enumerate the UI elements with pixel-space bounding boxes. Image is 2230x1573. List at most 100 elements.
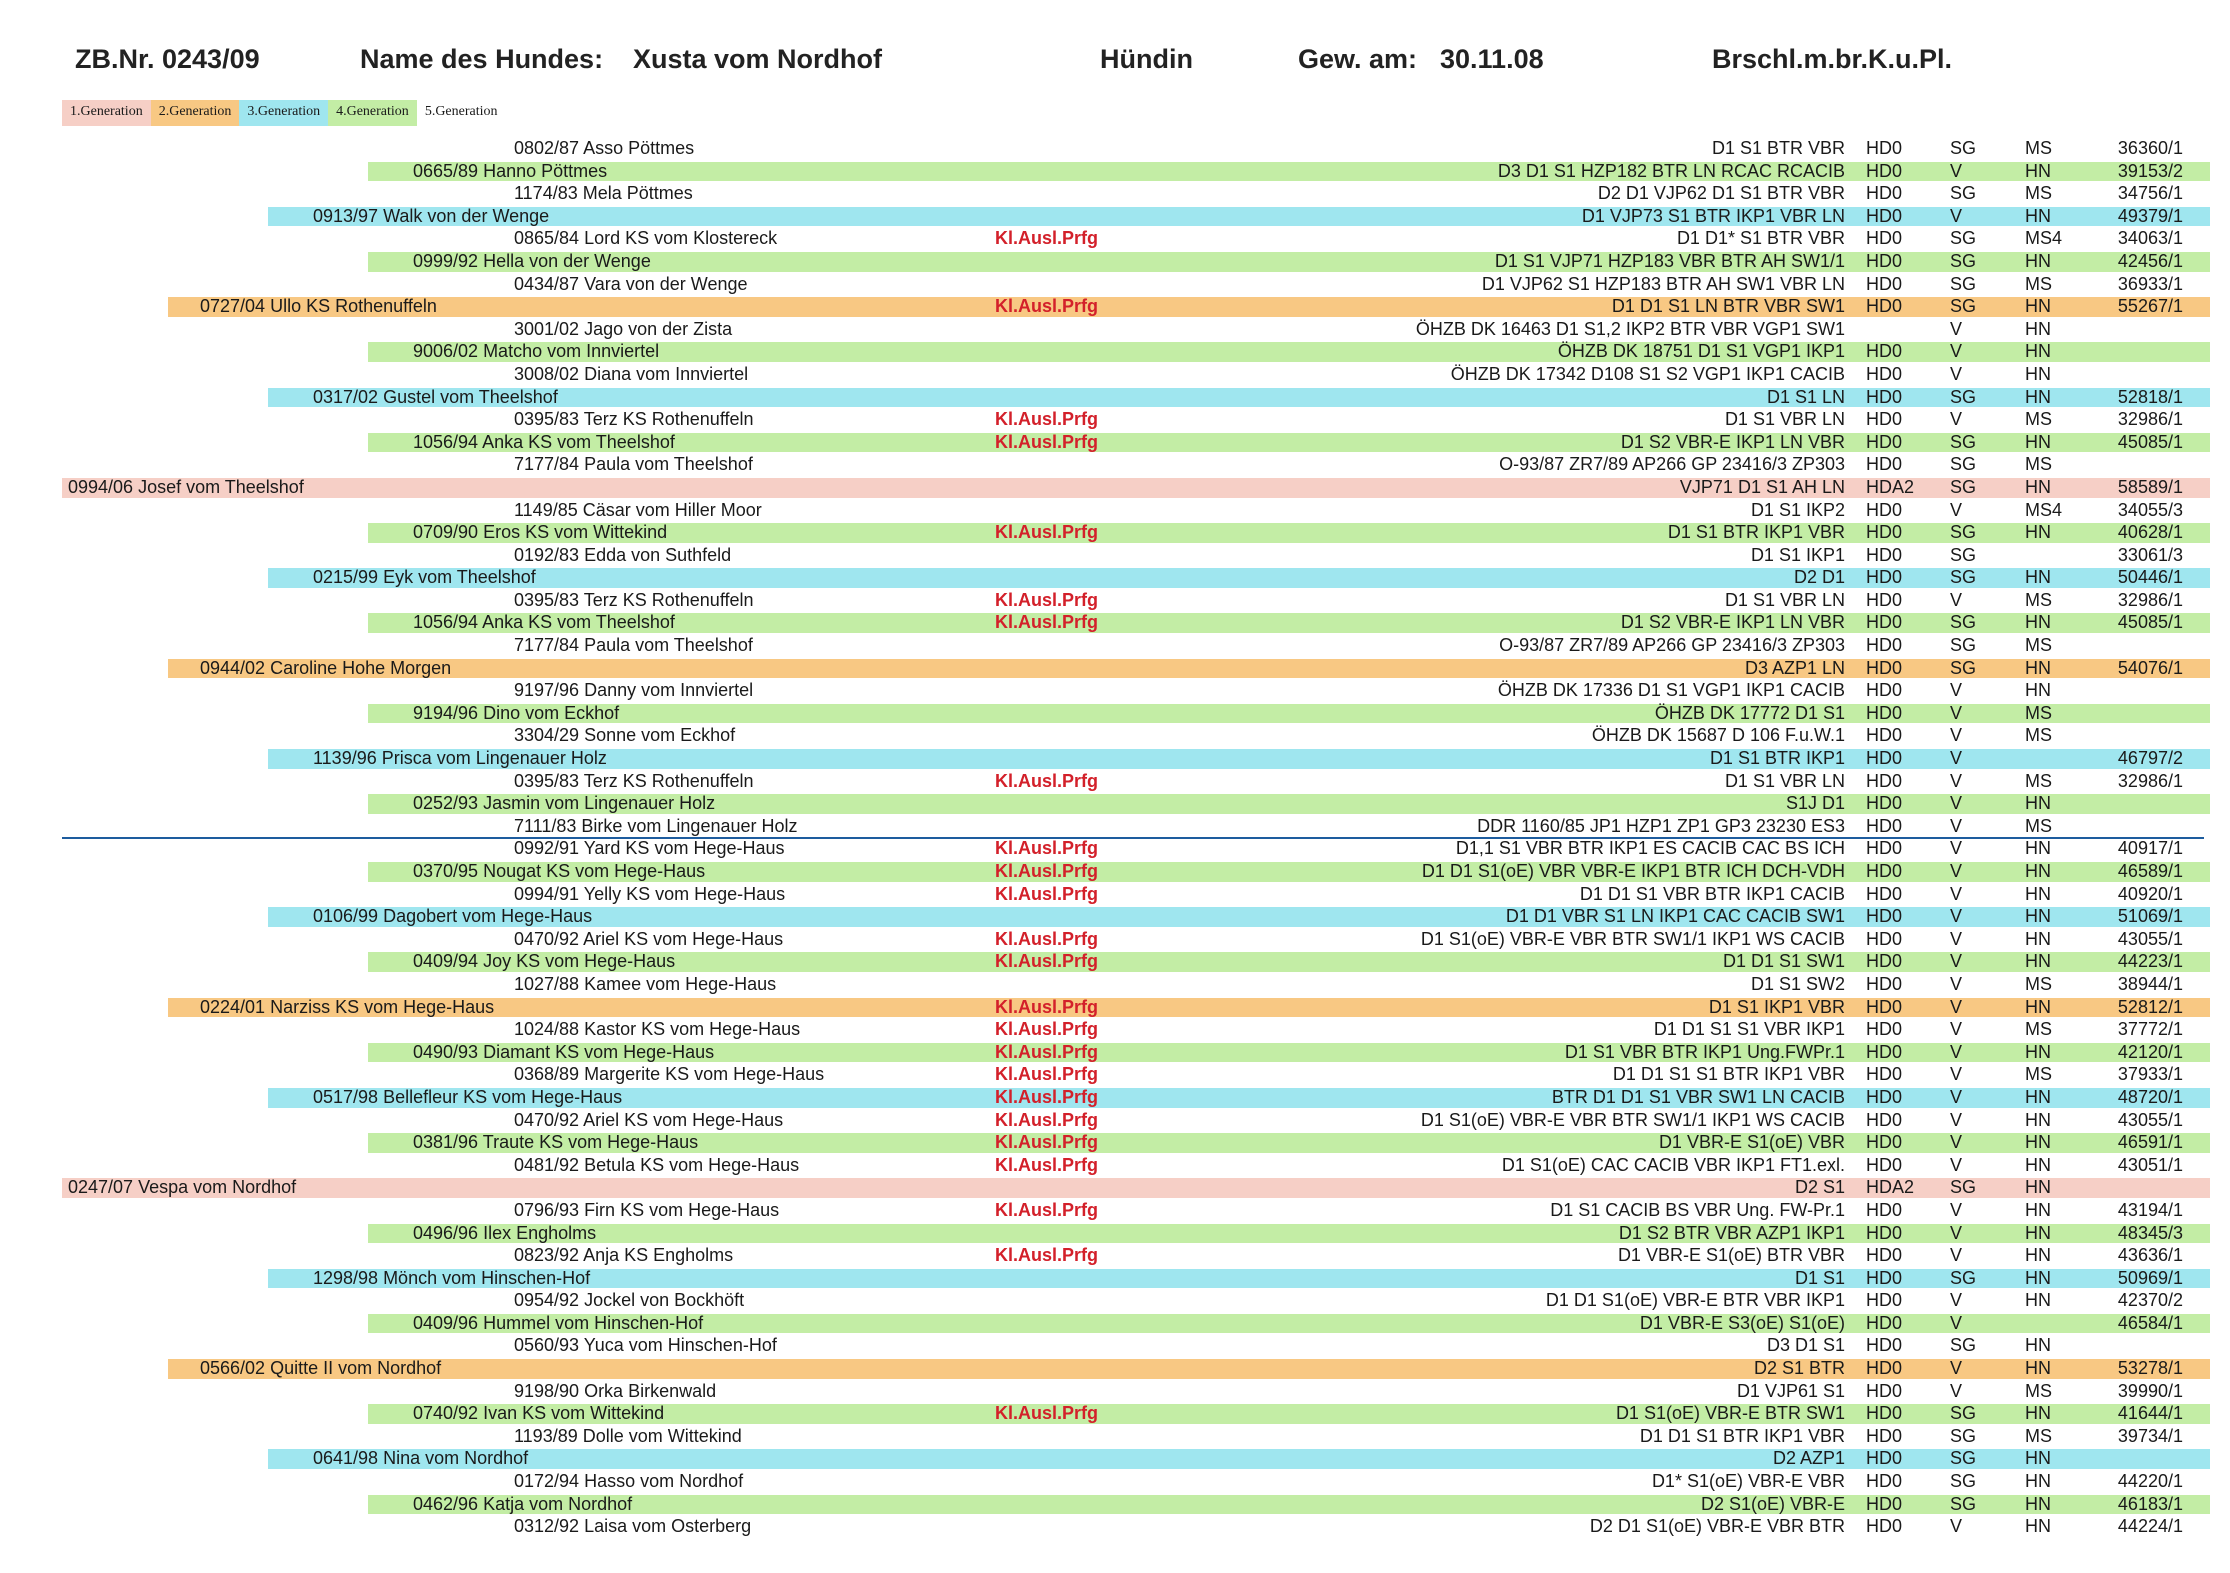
prfg-cell: Kl.Ausl.Prfg [995,861,1099,881]
table-row: 0740/92 Ivan KS vom Wittekind Kl.Ausl.Prf… [0,1402,2230,1425]
titles-cell: ÖHZB DK 16463 D1 S1,2 IKP2 BTR VBR VGP1 … [1415,318,1845,339]
grade-cell: SG [1950,296,1977,317]
table-row: 0224/01 Narziss KS vom Hege-Haus Kl.Ausl.… [0,996,2230,1019]
generation-highlight [368,862,2210,882]
dog-name-label: Name des Hundes: [360,44,604,74]
titles-cell: D1 S1 VBR LN [1724,770,1845,791]
titles-cell: S1J D1 [1785,793,1845,814]
dog-name-cell: 0434/87 Vara von der Wenge [514,273,748,294]
grade-cell: V [1950,589,1963,610]
dog-name-cell: 0247/07 Vespa vom Nordhof [68,1177,297,1198]
dog-name-cell: 9198/90 Orka Birkenwald [514,1380,717,1401]
type-cell: HN [2025,1516,2051,1537]
type-cell: HN [2025,996,2051,1017]
hd-cell: HD0 [1866,160,1903,181]
table-row: 0994/91 Yelly KS vom Hege-Haus Kl.Ausl.Pr… [0,883,2230,906]
hd-cell: HD0 [1866,680,1903,701]
dog-name-cell: 0994/91 Yelly KS vom Hege-Haus [514,883,786,904]
dog-name-cell: 1193/89 Dolle vom Wittekind [514,1425,742,1446]
hd-cell: HD0 [1866,409,1903,430]
generation-highlight [62,477,2210,498]
hd-cell: HD0 [1866,1380,1903,1401]
table-row: 0409/96 Hummel vom Hinschen-Hof D1 VBR-E … [0,1312,2230,1335]
type-cell: MS [2025,635,2052,656]
prfg-cell: Kl.Ausl.Prfg [995,1086,1099,1107]
grade-cell: V [1950,1245,1963,1266]
table-row: 1139/96 Prisca vom Lingenauer Holz D1 S1 … [0,747,2230,770]
generation-highlight [168,658,2210,679]
table-row: 0496/96 Ilex Engholms D1 S2 BTR VBR AZP1 … [0,1222,2230,1245]
type-cell: HN [2025,1403,2051,1424]
grade-cell: V [1950,906,1963,927]
titles-cell: D2 S1 [1794,1177,1845,1198]
stud-number-cell: 32986/1 [2117,770,2183,791]
type-cell: HN [2025,1290,2051,1311]
grade-cell: SG [1950,1493,1977,1514]
stud-number-cell: 45085/1 [2117,612,2183,633]
grade-cell: V [1950,318,1963,339]
generation-highlight [368,952,2210,972]
hd-cell: HD0 [1866,1267,1903,1288]
generation-highlight [268,1268,2210,1289]
stud-number-cell: 36360/1 [2117,138,2183,158]
prfg-cell: Kl.Ausl.Prfg [995,883,1099,904]
titles-cell: D2 D1 [1793,567,1845,588]
type-cell: HN [2025,341,2051,362]
dog-name-cell: 0913/97 Walk von der Wenge [313,205,550,226]
titles-cell: D1 D1 S1 SW1 [1722,951,1845,972]
generation-highlight [368,613,2210,634]
table-row: 0913/97 Walk von der Wenge D1 VJP73 S1 BT… [0,205,2230,228]
hd-cell: HD0 [1866,454,1903,475]
stud-number-cell: 43194/1 [2117,1199,2183,1220]
prfg-cell: Kl.Ausl.Prfg [995,838,1099,859]
table-row: 0999/92 Hella von der Wenge D1 S1 VJP71 H… [0,250,2230,273]
prfg-cell: Kl.Ausl.Prfg [995,1109,1099,1130]
dog-name-cell: 9194/96 Dino vom Eckhof [413,702,620,723]
grade-cell: V [1950,793,1963,814]
hd-cell: HD0 [1866,1222,1903,1243]
hd-cell: HD0 [1866,1290,1903,1311]
dog-name-cell: 0370/95 Nougat KS vom Hege-Haus [413,861,706,881]
grade-cell: SG [1950,567,1977,588]
stud-number-cell: 43051/1 [2117,1154,2183,1175]
hd-cell: HD0 [1866,1064,1903,1085]
type-cell: MS [2025,770,2052,791]
grade-cell: SG [1950,183,1977,204]
dog-name-cell: 0395/83 Terz KS Rothenuffeln [514,409,754,430]
dog-name-cell: 0994/06 Josef vom Theelshof [68,476,304,497]
hd-cell: HD0 [1866,725,1903,746]
hd-cell: HD0 [1866,973,1903,994]
table-row: 0802/87 Asso Pöttmes D1 S1 BTR VBR HD0 SG MS… [0,137,2230,160]
titles-cell: D1 D1 S1(oE) VBR-E BTR VBR IKP1 [1545,1290,1845,1311]
hd-cell: HD0 [1866,861,1903,881]
type-cell: MS [2025,183,2052,204]
type-cell: HN [2025,318,2051,339]
hd-cell: HD0 [1866,657,1903,678]
generation-highlight [368,794,2210,814]
titles-cell: ÖHZB DK 15687 D 106 F.u.W.1 [1591,725,1845,746]
table-row: 0370/95 Nougat KS vom Hege-Haus Kl.Ausl.P… [0,860,2230,883]
grade-cell: V [1950,928,1963,949]
stud-number-cell: 54076/1 [2117,657,2183,678]
prfg-cell: Kl.Ausl.Prfg [995,409,1099,430]
titles-cell: D1 D1 S1 LN BTR VBR SW1 [1611,296,1845,317]
type-cell: MS [2025,273,2052,294]
stud-number-cell: 48345/3 [2117,1222,2183,1243]
titles-cell: D1 D1 S1 VBR BTR IKP1 CACIB [1579,883,1845,904]
type-cell: HN [2025,1245,2051,1266]
dog-name-cell: 3001/02 Jago von der Zista [514,318,733,339]
titles-cell: D1 S1 CACIB BS VBR Ung. FW-Pr.1 [1550,1199,1845,1220]
type-cell: HN [2025,431,2051,452]
hd-cell: HD0 [1866,1199,1903,1220]
generation-highlight [368,1042,2210,1063]
dog-name-cell: 7177/84 Paula vom Theelshof [514,635,753,656]
grade-cell: SG [1950,1335,1977,1356]
titles-cell: D2 S1(oE) VBR-E [1700,1493,1845,1514]
table-row: 1174/83 Mela Pöttmes D2 D1 VJP62 D1 S1 BT… [0,182,2230,205]
titles-cell: D2 S1 BTR [1753,1358,1845,1379]
hd-cell: HD0 [1866,522,1903,543]
prfg-cell: Kl.Ausl.Prfg [995,770,1099,791]
table-row: 0395/83 Terz KS Rothenuffeln Kl.Ausl.Prfg… [0,770,2230,793]
legend-generation-5: 5.Generation [424,104,498,119]
type-cell: HN [2025,1493,2051,1514]
